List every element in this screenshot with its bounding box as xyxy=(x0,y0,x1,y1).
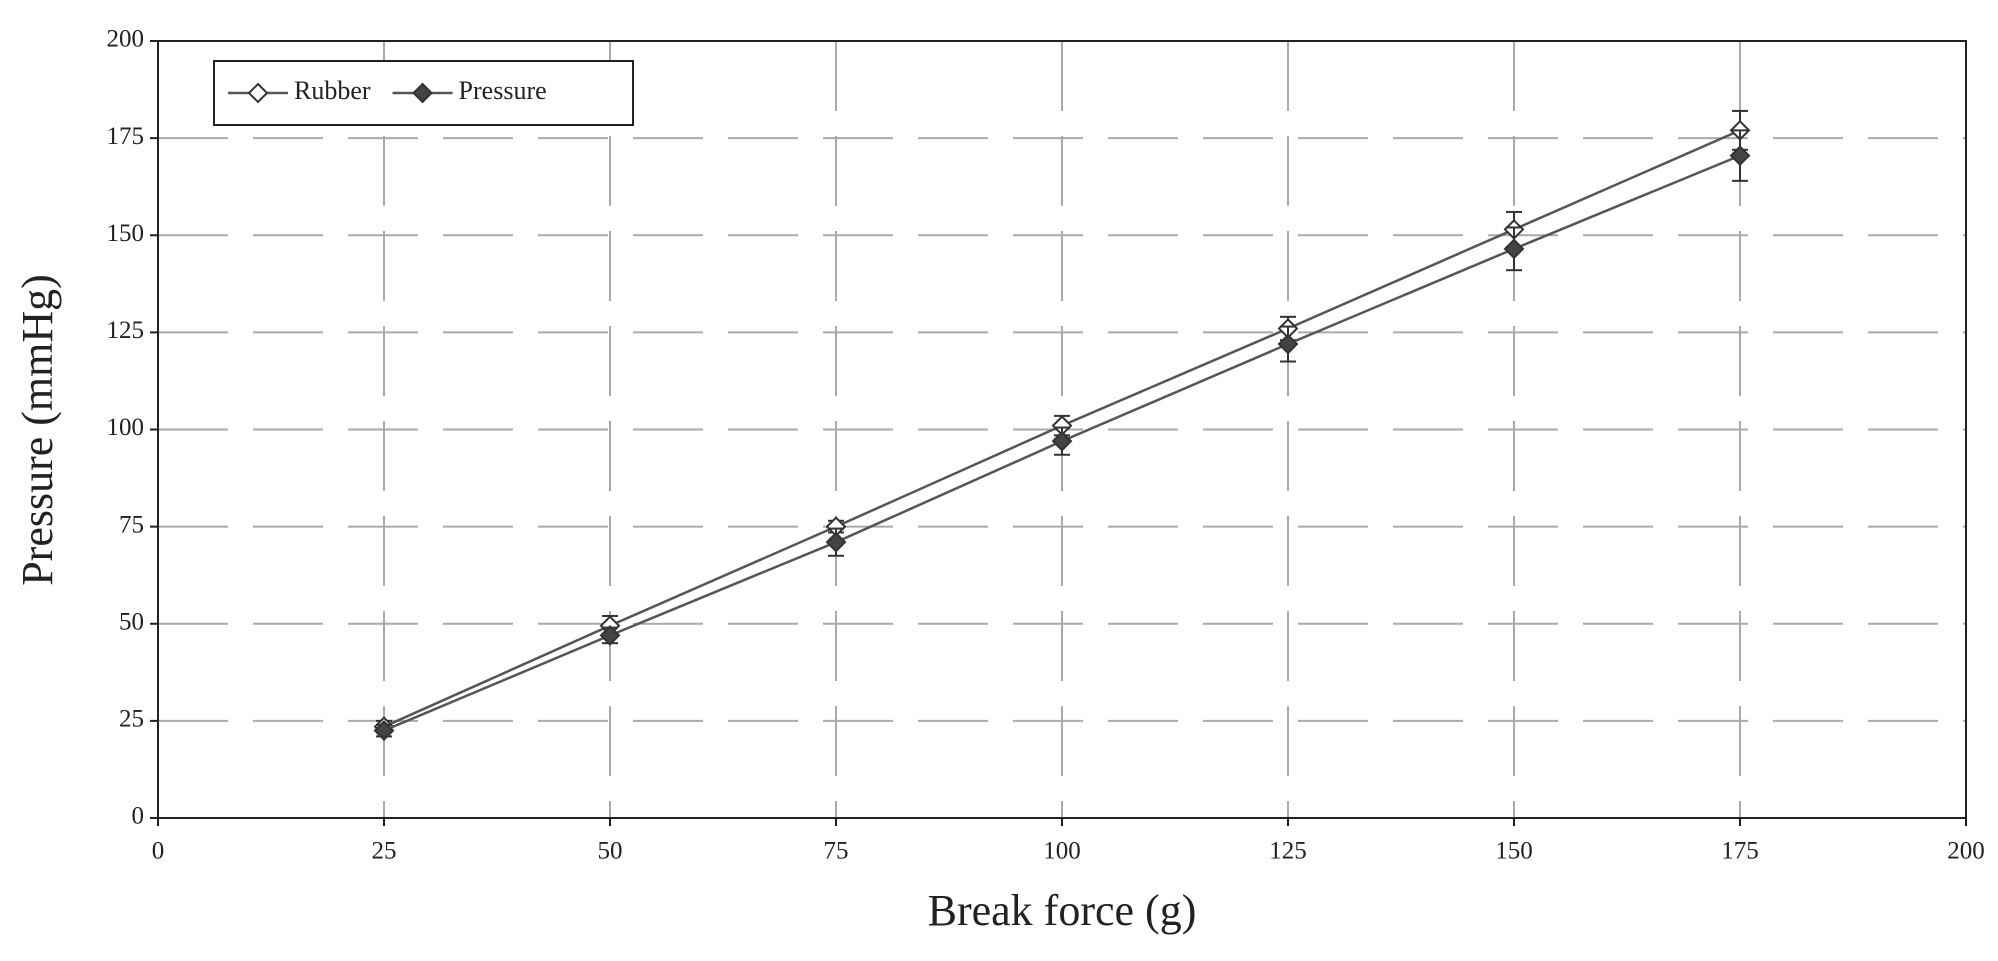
x-tick-label: 50 xyxy=(598,838,623,865)
legend: Rubber Pressure xyxy=(213,60,634,126)
y-tick-label: 125 xyxy=(107,317,145,344)
x-tick-label: 25 xyxy=(372,838,397,865)
legend-label: Pressure xyxy=(459,76,547,105)
y-tick-label: 150 xyxy=(107,220,145,247)
y-tick-label: 175 xyxy=(107,123,145,150)
marker xyxy=(825,531,847,553)
y-tick-label: 75 xyxy=(119,511,144,538)
y-tick-label: 50 xyxy=(119,608,144,635)
y-tick-label: 200 xyxy=(107,26,145,53)
marker xyxy=(373,720,395,742)
marker xyxy=(1051,430,1073,452)
legend-marker xyxy=(247,82,269,104)
x-tick-label: 100 xyxy=(1043,838,1081,865)
x-tick-label: 150 xyxy=(1495,838,1533,865)
y-tick-label: 100 xyxy=(107,414,145,441)
x-tick-label: 0 xyxy=(152,838,165,865)
plot-frame xyxy=(157,40,1967,819)
x-tick-label: 175 xyxy=(1721,838,1759,865)
legend-label: Rubber xyxy=(294,76,371,105)
legend-marker xyxy=(412,82,433,104)
y-axis-title: Pressure (mmHg) xyxy=(13,274,62,586)
x-axis-title: Break force (g) xyxy=(928,886,1197,935)
marker xyxy=(599,624,621,646)
marker xyxy=(1729,145,1751,167)
x-tick-label: 125 xyxy=(1269,838,1307,865)
marker xyxy=(1277,333,1299,355)
y-tick-label: 25 xyxy=(119,706,144,733)
y-tick-label: 0 xyxy=(132,803,145,830)
x-tick-label: 200 xyxy=(1947,838,1985,865)
x-tick-label: 75 xyxy=(824,838,849,865)
marker xyxy=(1503,238,1525,260)
